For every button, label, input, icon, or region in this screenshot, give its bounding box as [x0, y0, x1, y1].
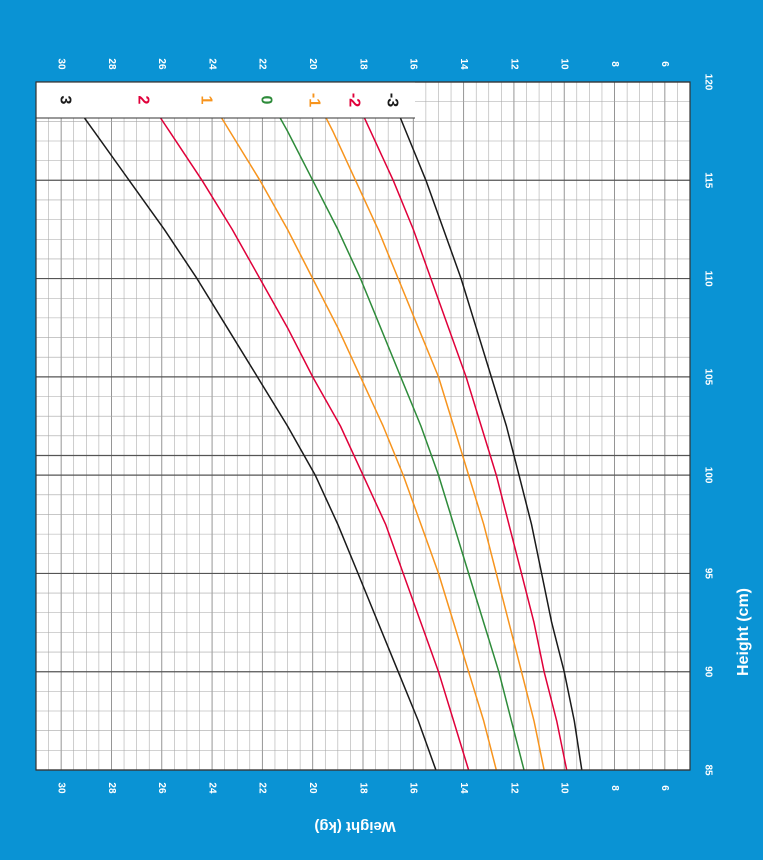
series-line--3 [384, 81, 583, 771]
y-tick-label: 28 [106, 782, 117, 794]
y-tick-label: 20 [307, 58, 318, 70]
series-line-1 [198, 81, 498, 771]
plot-border [35, 81, 691, 771]
y-ticks-left: 6 8 10 12 14 16 18 20 22 24 26 28 30 [56, 58, 671, 70]
x-tick-label: 85 [702, 764, 713, 776]
legend-label: 0 [258, 96, 275, 105]
y-tick-label: 18 [357, 58, 368, 70]
series-line-2 [135, 81, 470, 771]
y-tick-label: 12 [508, 58, 519, 70]
y-tick-label: 20 [307, 782, 318, 794]
x-axis-title: Height (cm) [735, 588, 752, 676]
series-line--1 [307, 81, 545, 771]
x-ticks: 85 90 95 100 105 110 115 120 [702, 74, 713, 776]
x-tick-label: 110 [702, 271, 713, 288]
y-tick-label: 22 [257, 782, 268, 794]
legend-label: -3 [383, 93, 400, 107]
x-tick-label: 95 [702, 568, 713, 580]
x-tick-label: 120 [702, 74, 713, 91]
series-line--2 [347, 81, 568, 771]
series-line-3 [57, 81, 437, 771]
y-tick-label: 6 [659, 61, 670, 67]
y-tick-label: 26 [156, 58, 167, 70]
y-tick-label: 18 [357, 782, 368, 794]
legend-label: -2 [346, 93, 363, 107]
legend-label: 3 [56, 96, 73, 105]
y-tick-label: 10 [559, 782, 570, 794]
series-line-0 [259, 81, 525, 771]
x-tick-label: 90 [702, 666, 713, 678]
y-tick-label: 16 [408, 782, 419, 794]
y-tick-label: 8 [609, 61, 620, 67]
series-lines [57, 81, 583, 771]
y-tick-label: 30 [56, 58, 67, 70]
y-tick-label: 26 [156, 782, 167, 794]
y-tick-label: 12 [508, 782, 519, 794]
y-tick-label: 14 [458, 58, 469, 70]
legend-column: 3 2 1 0 -1 -2 -3 [36, 82, 415, 119]
y-tick-label: 16 [408, 58, 419, 70]
legend-label: -1 [305, 93, 322, 107]
y-tick-label: 14 [458, 782, 469, 794]
y-tick-label: 10 [559, 58, 570, 70]
y-tick-label: 6 [659, 785, 670, 791]
y-tick-label: 24 [206, 58, 217, 70]
legend-strip [36, 82, 415, 118]
y-tick-label: 22 [257, 58, 268, 70]
legend-label: 2 [134, 96, 151, 105]
y-axis-title: Weight (kg) [314, 818, 395, 835]
legend-label: 1 [197, 96, 214, 105]
y-tick-label: 30 [56, 782, 67, 794]
y-tick-label: 24 [206, 782, 217, 794]
y-ticks-right: 6 8 10 12 14 16 18 20 22 24 26 28 30 [56, 782, 671, 794]
y-tick-label: 8 [609, 785, 620, 791]
x-tick-label: 115 [702, 172, 713, 189]
y-tick-label: 28 [106, 58, 117, 70]
x-tick-label: 100 [702, 467, 713, 484]
x-tick-label: 105 [702, 369, 713, 386]
